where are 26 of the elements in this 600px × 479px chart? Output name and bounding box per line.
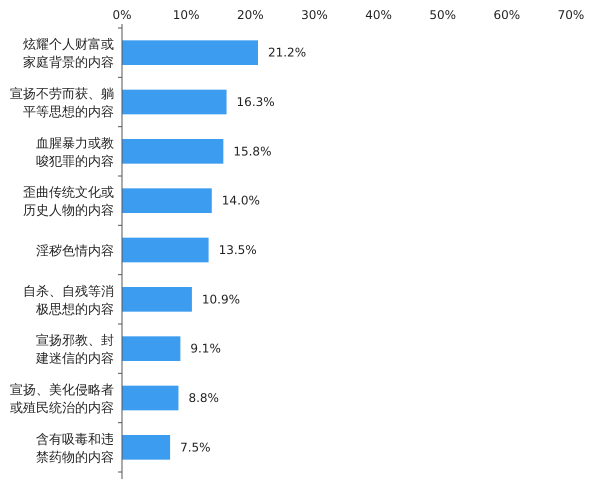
data-label: 16.3% xyxy=(236,95,275,109)
data-label: 9.1% xyxy=(190,342,221,356)
x-tick-label: 30% xyxy=(301,8,328,22)
y-tick-label: 宣扬不劳而获、躺平等思想的内容 xyxy=(10,86,114,120)
data-label: 10.9% xyxy=(202,292,240,306)
x-tick-label: 40% xyxy=(365,8,392,22)
y-tick-label: 血腥暴力或教唆犯罪的内容 xyxy=(36,136,114,170)
x-tick-label: 20% xyxy=(236,8,264,22)
y-tick-label: 炫耀个人财富或家庭背景的内容 xyxy=(23,36,114,71)
x-tick-label: 60% xyxy=(494,8,520,22)
data-label: 7.5% xyxy=(180,440,211,454)
x-tick-label: 10% xyxy=(172,8,200,22)
y-tick-label: 宣扬邪教、封建迷信的内容 xyxy=(35,332,114,367)
y-tick-label: 自杀、自残等消极思想的内容 xyxy=(23,284,114,318)
x-tick-label: 50% xyxy=(429,8,456,22)
data-label: 14.0% xyxy=(222,194,260,208)
data-label: 15.8% xyxy=(233,144,272,158)
y-tick-label: 淫秽色情内容 xyxy=(36,243,114,259)
y-tick-label: 含有吸毒和违禁药物的内容 xyxy=(36,432,114,466)
data-label: 21.2% xyxy=(268,46,306,60)
data-label: 13.5% xyxy=(218,243,257,257)
x-tick-label: 70% xyxy=(558,8,584,22)
data-label: 8.8% xyxy=(188,391,219,405)
x-tick-label: 0% xyxy=(112,8,132,22)
y-tick-label: 宣扬、美化侵略者或殖民统治的内容 xyxy=(10,382,114,416)
y-tick-label: 歪曲传统文化或历史人物的内容 xyxy=(23,186,114,219)
